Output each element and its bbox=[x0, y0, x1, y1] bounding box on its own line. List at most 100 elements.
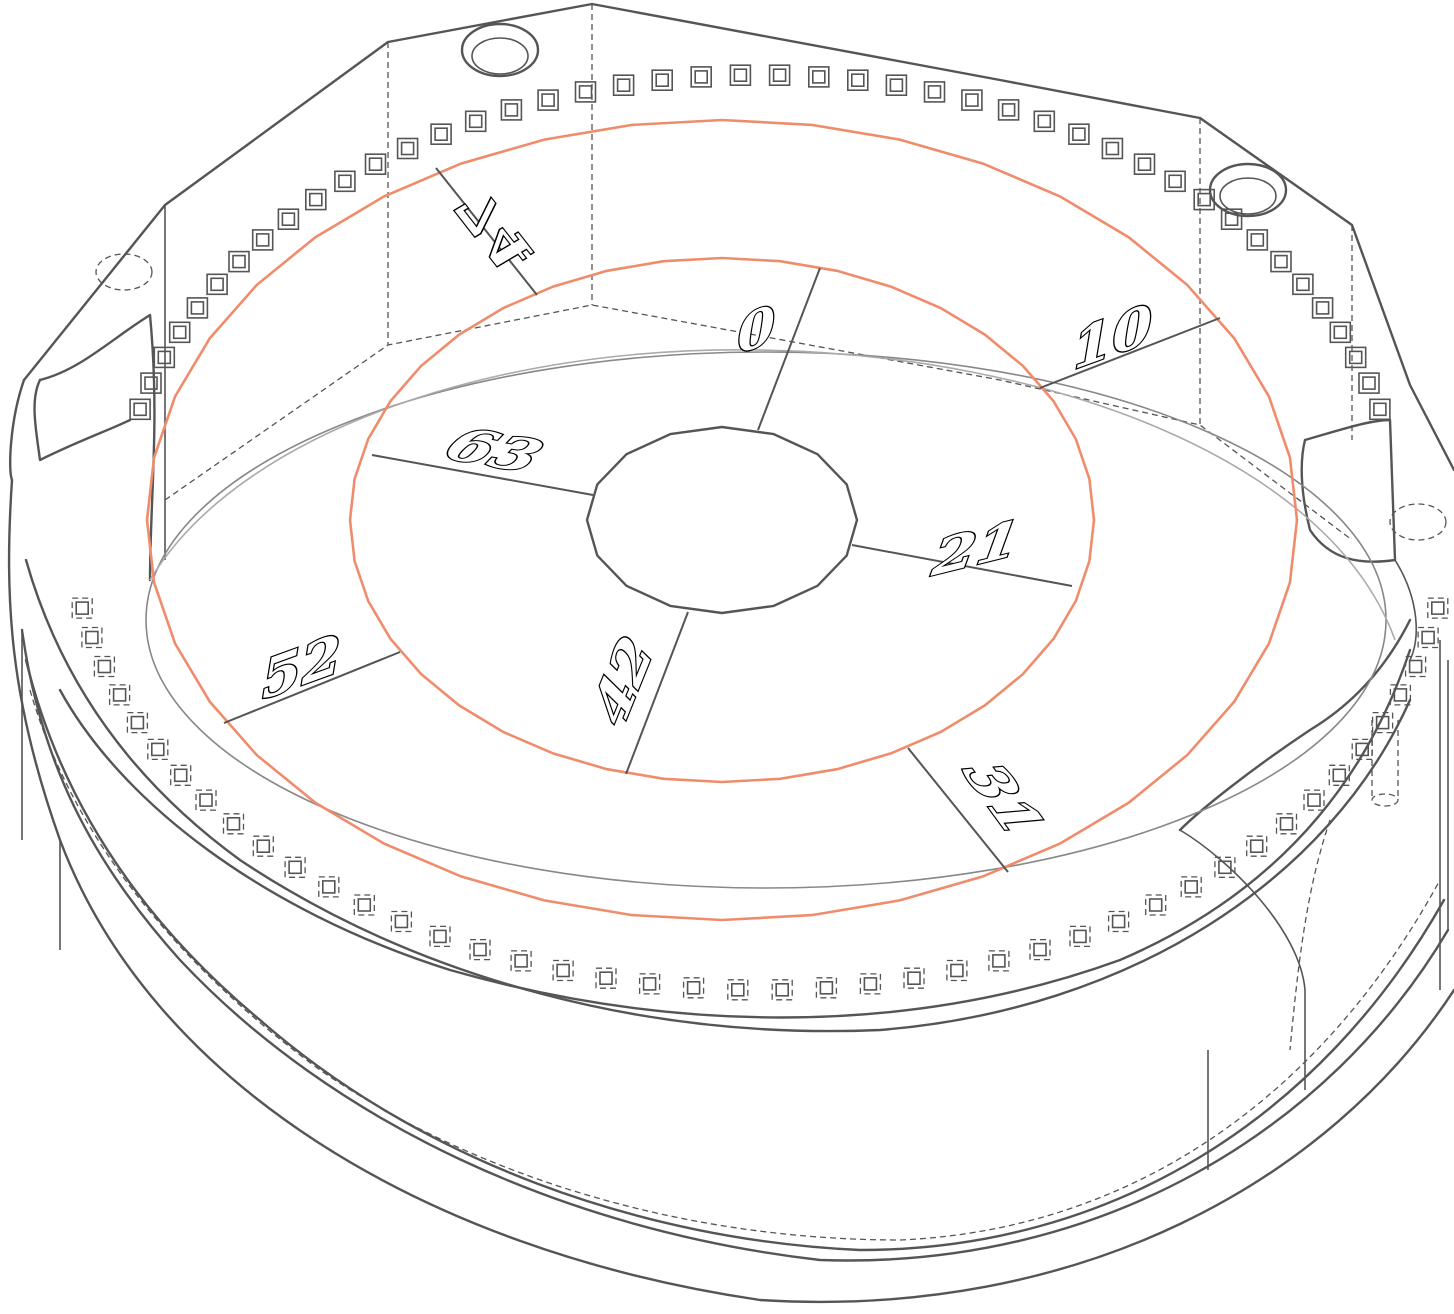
bottom-slot-inner bbox=[112, 688, 127, 702]
bottom-slot bbox=[638, 973, 661, 995]
top-slot bbox=[430, 123, 452, 145]
top-slot bbox=[140, 372, 162, 394]
top-slot bbox=[1164, 170, 1186, 193]
top-slot bbox=[1292, 273, 1314, 296]
label-21: 21 bbox=[928, 508, 1024, 588]
label-42: 42 bbox=[582, 626, 664, 736]
bottom-slot bbox=[988, 950, 1010, 972]
top-slot-inner bbox=[232, 254, 246, 269]
top-slot-inner bbox=[1348, 350, 1363, 365]
bottom-slot-inner bbox=[130, 715, 145, 730]
top-slot bbox=[768, 64, 791, 86]
top-slot-inner bbox=[281, 212, 296, 226]
top-slot bbox=[651, 69, 674, 91]
outer-housing bbox=[7, 2, 1454, 1304]
top-slot bbox=[396, 137, 419, 160]
bottom-slot-inner bbox=[775, 982, 790, 997]
bottom-slot-inner bbox=[556, 963, 570, 978]
spoke-31 bbox=[907, 747, 1009, 873]
top-slot-inner bbox=[578, 85, 593, 99]
bottom-slot bbox=[71, 597, 93, 619]
top-slot bbox=[228, 250, 250, 273]
bottom-slot-inner bbox=[992, 954, 1006, 968]
top-slot-inner bbox=[1274, 254, 1288, 269]
top-slot-inner bbox=[1168, 174, 1182, 189]
dial-face bbox=[145, 118, 1299, 922]
bottom-slot bbox=[946, 959, 968, 982]
top-slot bbox=[574, 81, 597, 103]
top-slot-inner bbox=[1072, 127, 1086, 141]
top-slot-inner bbox=[850, 73, 865, 87]
bottom-slot bbox=[1246, 835, 1268, 857]
top-slot-inner bbox=[1001, 103, 1016, 117]
top-slot bbox=[277, 208, 300, 230]
bottom-slot-inner bbox=[199, 793, 213, 807]
bottom-slot bbox=[284, 856, 306, 878]
bottom-slot bbox=[1069, 925, 1091, 948]
top-slot bbox=[885, 74, 908, 96]
top-slot bbox=[1033, 110, 1056, 133]
top-slot bbox=[364, 153, 387, 175]
top-slot-inner bbox=[811, 70, 826, 84]
bottom-slot-inner bbox=[1393, 688, 1408, 702]
top-slot-inner bbox=[1137, 157, 1152, 171]
top-slot bbox=[1311, 297, 1334, 319]
top-slot-inner bbox=[133, 402, 147, 417]
top-slot bbox=[1068, 123, 1090, 145]
top-slot bbox=[1369, 398, 1391, 421]
bottom-slot-inner bbox=[256, 839, 271, 854]
bottom-slot bbox=[1389, 684, 1412, 706]
bottom-slot bbox=[1427, 597, 1449, 619]
top-slot-inner bbox=[468, 114, 483, 129]
spoke-0 bbox=[757, 267, 821, 431]
bottom-slot bbox=[170, 764, 192, 786]
label-52: 52 bbox=[261, 623, 343, 713]
bottom-slot bbox=[81, 626, 103, 649]
top-slot-inner bbox=[1333, 325, 1348, 340]
bottom-slot-inner bbox=[1355, 742, 1369, 757]
bottom-slot bbox=[1145, 894, 1167, 916]
bottom-slot-inner bbox=[151, 742, 165, 757]
bottom-slot-inner bbox=[1073, 929, 1087, 944]
inner-cavity bbox=[145, 349, 1396, 889]
bottom-slot bbox=[429, 925, 451, 948]
bottom-slot-inner bbox=[1307, 793, 1321, 807]
bottom-slot bbox=[1328, 764, 1350, 786]
bottom-slot-inner bbox=[907, 971, 921, 986]
top-slot-inner bbox=[733, 68, 748, 82]
bottom-slot bbox=[552, 959, 574, 982]
top-slot bbox=[153, 346, 176, 369]
top-slot-inner bbox=[210, 277, 224, 292]
label-31: 31 bbox=[949, 756, 1059, 842]
spoke-10 bbox=[1039, 317, 1221, 389]
bottom-slot bbox=[595, 967, 617, 989]
bottom-slot bbox=[1351, 738, 1373, 761]
bottom-slot-inner bbox=[1431, 601, 1445, 615]
top-slot-inner bbox=[616, 78, 631, 92]
top-slot-inner bbox=[308, 192, 323, 207]
top-slot bbox=[1246, 229, 1269, 251]
top-slot-inner bbox=[190, 301, 205, 315]
bottom-slot-inner bbox=[226, 816, 241, 831]
top-slot bbox=[1270, 250, 1292, 273]
bottom-slot bbox=[108, 684, 131, 706]
bottom-slot-inner bbox=[75, 601, 89, 615]
spoke-42 bbox=[625, 611, 689, 775]
bottom-slot-inner bbox=[321, 880, 336, 894]
top-slot bbox=[923, 81, 946, 103]
bottom-slot bbox=[93, 655, 116, 678]
top-slot bbox=[1358, 372, 1380, 394]
bottom-slot-inner bbox=[1148, 898, 1163, 912]
bottom-slot bbox=[222, 813, 245, 835]
top-slot bbox=[537, 89, 559, 111]
center-hub bbox=[585, 425, 859, 615]
top-slot bbox=[846, 69, 869, 91]
label-10: 10 bbox=[1072, 293, 1154, 383]
bottom-slot bbox=[1371, 711, 1394, 734]
bottom-slot bbox=[682, 977, 705, 999]
bottom-slot-inner bbox=[85, 630, 99, 645]
top-slot-inner bbox=[434, 127, 448, 141]
top-slot-inner bbox=[772, 68, 787, 82]
rim-slots-bottom bbox=[71, 597, 1449, 1001]
top-slot bbox=[168, 321, 191, 344]
